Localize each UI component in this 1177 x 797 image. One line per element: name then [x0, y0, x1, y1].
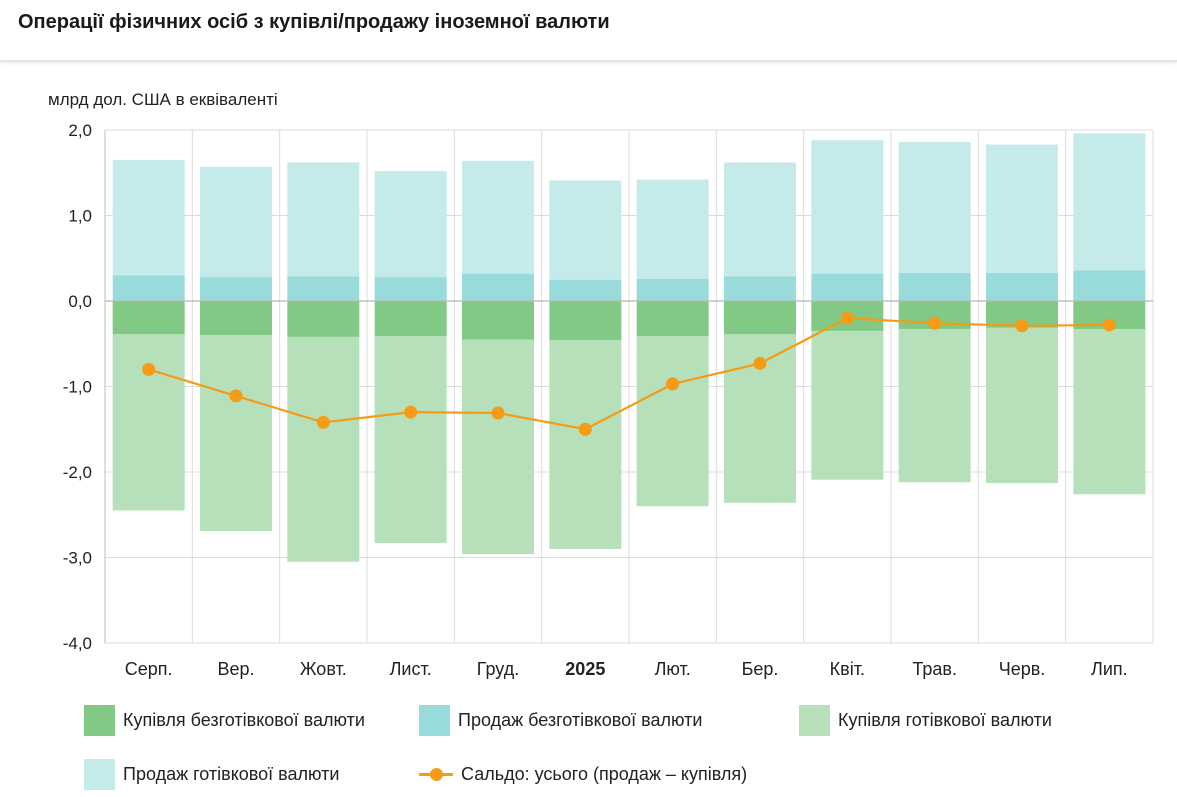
bar-segment	[287, 301, 360, 337]
bar-segment	[549, 279, 622, 301]
balance-point	[753, 356, 767, 370]
bar-segment	[724, 276, 796, 301]
balance-point	[491, 406, 505, 420]
bar-segment	[462, 273, 534, 301]
legend-item: Купівля безготівкової валюти	[84, 704, 365, 736]
chart-plot: 2,0 1,0 0,0 -1,0 -2,0 -3,0 -4,0 Серп. Вер. Жовт. Л…	[63, 121, 1154, 679]
bar-segment	[898, 141, 971, 273]
x-tick-label: Серп.	[125, 659, 173, 679]
legend-swatch	[419, 704, 450, 736]
bar-segment	[462, 339, 534, 555]
bar-segment	[549, 301, 622, 341]
bar-segment	[374, 171, 447, 278]
bar-segment	[374, 336, 447, 543]
chart-title: Операції фізичних осіб з купівлі/продажу…	[18, 11, 610, 33]
bar-segment	[200, 335, 272, 531]
legend-item: Сальдо: усього (продаж – купівля)	[419, 759, 747, 789]
y-tick-label: -3,0	[63, 549, 92, 568]
bar-segment	[549, 340, 622, 549]
x-tick-label: Груд.	[477, 659, 519, 679]
bar-segment	[986, 272, 1058, 301]
bar-segment	[200, 277, 272, 301]
bar-segment	[112, 334, 185, 511]
balance-point	[578, 422, 592, 436]
legend-swatch	[419, 759, 453, 790]
x-tick-label: Бер.	[742, 659, 779, 679]
y-tick-label: 1,0	[68, 207, 92, 226]
balance-point	[316, 415, 330, 429]
y-tick-label: -4,0	[63, 634, 92, 653]
y-tick-label: 0,0	[68, 292, 92, 311]
bar-segment	[374, 301, 447, 337]
bar-segment	[811, 330, 884, 480]
x-tick-label: 2025	[565, 659, 605, 679]
bar-segment	[462, 160, 534, 274]
bar-segment	[636, 336, 709, 507]
x-tick-label: Жовт.	[300, 659, 347, 679]
bar-segment	[986, 144, 1058, 273]
bar-segment	[1073, 270, 1146, 301]
balance-point	[229, 389, 243, 403]
balance-point	[840, 311, 854, 325]
bar-segment	[200, 301, 272, 336]
legend-item: Купівля готівкової валюти	[799, 704, 1052, 736]
bar-segment	[287, 336, 360, 562]
bar-segment	[811, 140, 884, 274]
x-tick-label: Вер.	[217, 659, 254, 679]
bar-segment	[462, 301, 534, 340]
y-tick-label: -2,0	[63, 463, 92, 482]
bar-segment	[636, 179, 709, 279]
bar-segment	[287, 162, 360, 277]
bar-segment	[724, 162, 796, 277]
y-tick-label: 2,0	[68, 121, 92, 140]
legend-label: Продаж готівкової валюти	[123, 763, 340, 784]
legend-swatch	[799, 704, 830, 736]
bar-segment	[986, 327, 1058, 484]
bar-segment	[636, 301, 709, 337]
bar-segment	[898, 272, 971, 301]
legend-label: Сальдо: усього (продаж – купівля)	[461, 763, 748, 784]
bar-segment	[549, 180, 622, 280]
legend-item: Продаж безготівкової валюти	[419, 704, 703, 736]
balance-point	[666, 377, 680, 391]
bar-segment	[1073, 133, 1146, 271]
legend-item: Продаж готівкової валюти	[84, 758, 340, 790]
balance-point	[142, 362, 156, 376]
legend-label: Продаж безготівкової валюти	[458, 709, 703, 730]
legend-label: Купівля готівкової валюти	[838, 709, 1052, 730]
bar-segment	[1073, 329, 1146, 495]
y-tick-label: -1,0	[63, 378, 92, 397]
bar-segment	[724, 301, 796, 335]
y-axis-unit-label: млрд дол. США в еквіваленті	[48, 90, 278, 109]
x-tick-label: Черв.	[999, 659, 1046, 679]
x-tick-label: Лют.	[655, 659, 691, 679]
balance-point	[1015, 319, 1029, 333]
legend-swatch	[84, 758, 115, 790]
legend-swatch	[84, 704, 115, 736]
bar-segment	[112, 301, 185, 335]
bar-segment	[898, 329, 971, 483]
balance-point	[404, 405, 418, 419]
x-tick-label: Лист.	[390, 659, 432, 679]
x-tick-label: Трав.	[912, 659, 957, 679]
bar-segment	[374, 277, 447, 301]
balance-line	[148, 316, 1110, 431]
x-tick-label: Квіт.	[830, 659, 865, 679]
bar-segment	[636, 278, 709, 301]
chart-header: Операції фізичних осіб з купівлі/продажу…	[0, 0, 1177, 62]
balance-point	[1102, 318, 1116, 332]
bar-segment	[287, 276, 360, 301]
bar-segment	[811, 273, 884, 301]
bar-segment	[112, 159, 185, 276]
bar-segment	[200, 166, 272, 278]
legend-label: Купівля безготівкової валюти	[123, 709, 365, 730]
bar-segment	[112, 275, 185, 301]
x-tick-label: Лип.	[1091, 659, 1128, 679]
balance-point	[928, 316, 942, 330]
